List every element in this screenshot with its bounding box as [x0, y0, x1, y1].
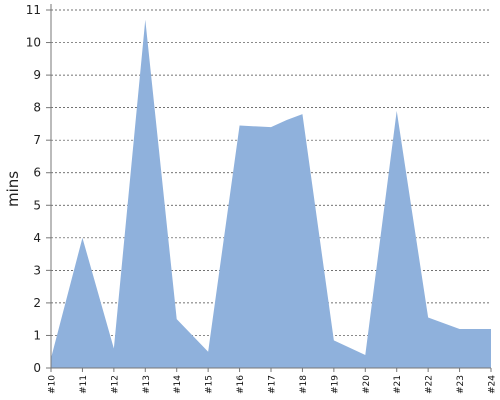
x-tick-label: #16 [236, 375, 246, 394]
x-tick-label: #10 [48, 375, 58, 394]
x-tick-label: #18 [299, 375, 309, 394]
y-axis-label: mins [4, 171, 22, 207]
y-tick-label: 3 [33, 263, 41, 277]
x-axis-tick-labels: #10 #11 #12 #13 #14 #15 #16 #17 #18 #19 #20 #21 #22 #… [48, 375, 498, 394]
y-tick-label: 2 [33, 296, 41, 310]
x-tick-label: #22 [425, 375, 435, 394]
y-tick-label: 6 [33, 166, 41, 180]
y-tick-label: 4 [33, 231, 41, 245]
x-tick-label: #23 [456, 375, 466, 394]
y-tick-label: 9 [33, 68, 41, 82]
y-tick-label: 8 [33, 101, 41, 115]
x-tick-label: #21 [393, 375, 403, 394]
y-tick-label: 0 [33, 361, 41, 375]
x-tick-label: #17 [268, 375, 278, 394]
y-tick-label: 1 [33, 328, 41, 342]
x-tick-label: #15 [205, 375, 215, 394]
y-axis-tick-labels: 0 1 2 3 4 5 6 7 8 9 10 11 [26, 3, 41, 375]
x-tick-label: #19 [330, 375, 340, 394]
x-tick-label: #11 [79, 375, 89, 394]
x-tick-label: #13 [142, 375, 152, 394]
y-tick-label: 7 [33, 133, 41, 147]
y-tick-label: 5 [33, 198, 41, 212]
axes [46, 4, 492, 372]
x-tick-label: #12 [110, 375, 120, 394]
x-tick-label: #24 [488, 375, 498, 394]
x-tick-label: #14 [173, 375, 183, 394]
y-tick-label: 10 [26, 36, 41, 50]
area-series [51, 19, 491, 368]
x-tick-label: #20 [362, 375, 372, 394]
y-tick-label: 11 [26, 3, 41, 17]
